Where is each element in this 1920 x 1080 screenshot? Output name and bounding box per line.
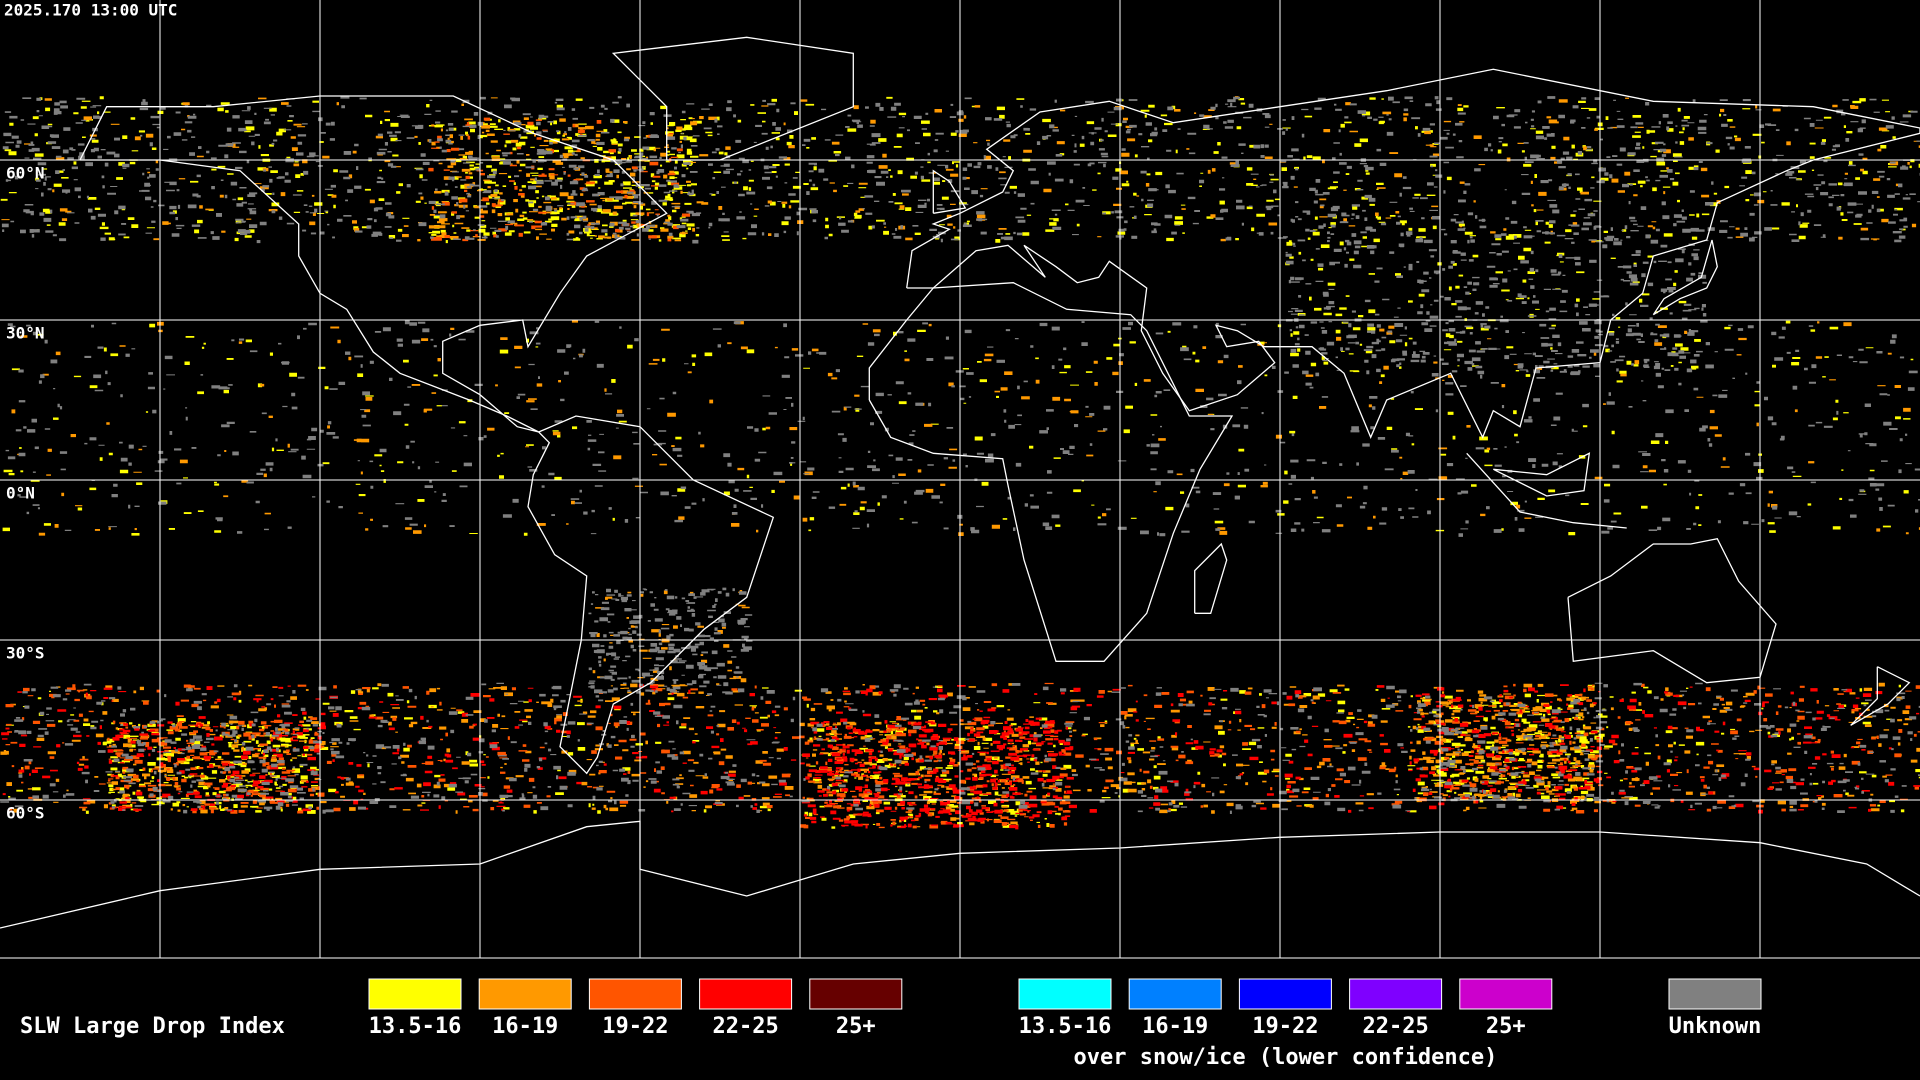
legend-label: 25+ bbox=[836, 1014, 876, 1039]
coastline bbox=[1567, 537, 1777, 684]
legend-swatch bbox=[699, 978, 793, 1010]
coastline bbox=[1493, 452, 1591, 497]
cloud-pixels bbox=[5, 117, 1920, 829]
legend-swatch bbox=[1459, 978, 1553, 1010]
legend-swatch bbox=[1668, 978, 1762, 1010]
coastline bbox=[79, 95, 668, 433]
legend-label: 19-22 bbox=[1252, 1014, 1318, 1039]
legend-label: 25+ bbox=[1486, 1014, 1526, 1039]
legend-label: 13.5-16 bbox=[369, 1014, 462, 1039]
legend-swatch bbox=[1349, 978, 1443, 1010]
latitude-label: 60°N bbox=[6, 164, 45, 183]
legend-swatch bbox=[478, 978, 572, 1010]
legend: SLW Large Drop Index 13.5-16 16-19 19-22 22-… bbox=[20, 978, 1762, 1070]
legend-swatch bbox=[368, 978, 462, 1010]
coastlines bbox=[0, 36, 1920, 929]
legend-label: 16-19 bbox=[1142, 1014, 1208, 1039]
cloud-pixels bbox=[0, 96, 1920, 814]
coastline bbox=[1194, 542, 1228, 614]
legend-title: SLW Large Drop Index bbox=[20, 1014, 285, 1039]
legend-label: 22-25 bbox=[1362, 1014, 1428, 1039]
graticule: 60°N 30°N 0°N 30°S 60°S bbox=[0, 0, 1920, 958]
latitude-label: 30°S bbox=[6, 644, 45, 663]
latitude-label: 0°N bbox=[6, 484, 35, 503]
cloud-layer bbox=[0, 96, 1920, 830]
legend-label: 16-19 bbox=[492, 1014, 558, 1039]
coastline bbox=[0, 820, 1920, 929]
coastline bbox=[527, 415, 775, 775]
coastline bbox=[1850, 666, 1911, 726]
legend-label: 13.5-16 bbox=[1019, 1014, 1112, 1039]
legend-swatch bbox=[809, 978, 903, 1010]
legend-swatch bbox=[1018, 978, 1112, 1010]
legend-swatch bbox=[588, 978, 682, 1010]
legend-swatch bbox=[1128, 978, 1222, 1010]
coastline bbox=[932, 169, 967, 214]
legend-label: 22-25 bbox=[712, 1014, 778, 1039]
legend-swatch bbox=[1238, 978, 1332, 1010]
latitude-label: 60°S bbox=[6, 804, 45, 823]
coastline bbox=[1652, 239, 1718, 316]
latitude-label: 30°N bbox=[6, 324, 45, 343]
legend-caption: over snow/ice (lower confidence) bbox=[1073, 1045, 1497, 1070]
legend-label: Unknown bbox=[1669, 1014, 1762, 1039]
timestamp: 2025.170 13:00 UTC bbox=[4, 1, 177, 20]
legend-label: 19-22 bbox=[602, 1014, 668, 1039]
